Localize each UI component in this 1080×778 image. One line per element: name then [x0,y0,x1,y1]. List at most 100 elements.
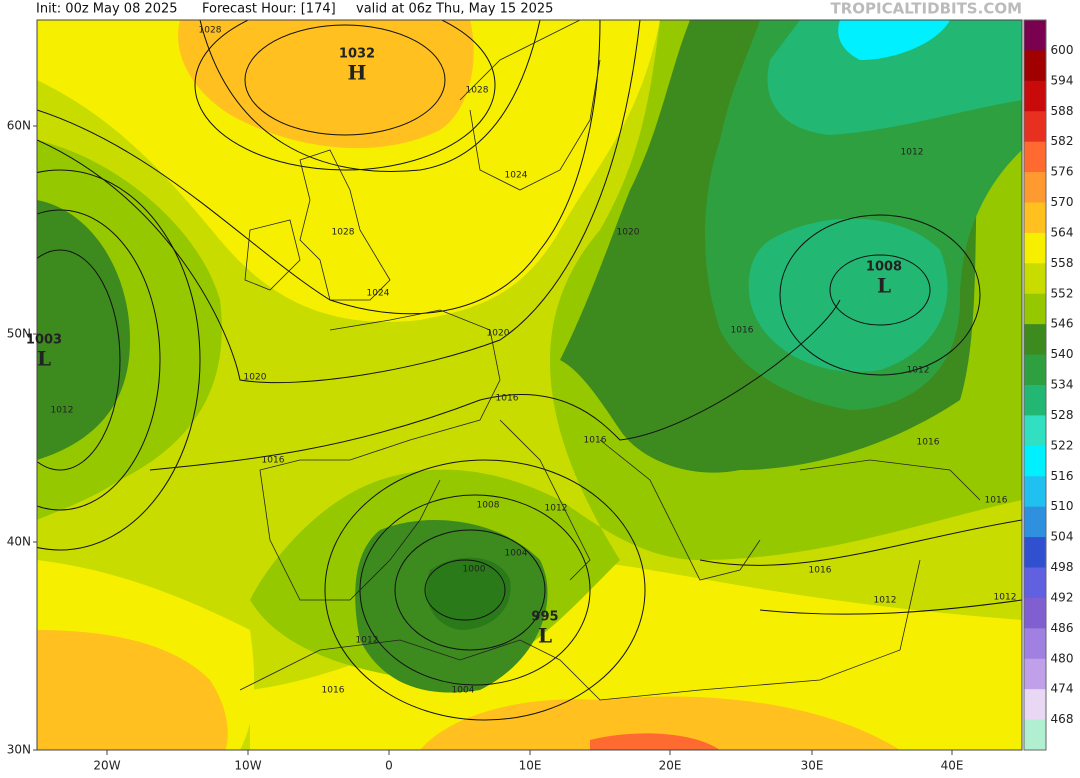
forecast-hour: Forecast Hour: [174] [202,2,336,17]
colorbar-swatch [1024,20,1046,51]
isobar-label: 1016 [262,456,285,466]
colorbar-swatch [1024,567,1046,599]
colorbar-swatch [1024,385,1046,416]
colorbar-label: 564 [1051,225,1074,239]
colorbar-swatch [1024,172,1046,203]
axes: 60N 50N 40N 30N 20W 10W 0 10E 20E 30E 40E [7,119,964,773]
colorbar-label: 588 [1051,104,1074,118]
lon-label: 10W [234,759,261,773]
field-core [426,557,511,630]
colorbar-label: 594 [1051,73,1074,87]
field-orange [420,696,900,750]
isobar-label: 1028 [466,86,489,96]
lat-label: 60N [7,119,31,133]
colorbar-label: 504 [1051,530,1074,544]
colorbar-label: 486 [1051,621,1074,635]
colorbar-label: 510 [1051,499,1074,513]
colorbar-label: 552 [1051,286,1074,300]
colorbar-label: 522 [1051,438,1074,452]
colorbar-swatch [1024,263,1046,295]
isobar-label: 1016 [731,326,754,336]
colorbar-swatch [1024,628,1046,660]
colorbar-swatch [1024,689,1046,721]
isobar-label: 1012 [907,366,930,376]
field-orange [178,20,474,149]
isobar-label: 1016 [917,438,940,448]
lon-label: 20W [93,759,120,773]
field-red [590,733,720,750]
colorbar-swatch [1024,354,1046,386]
isobar-label: 1004 [452,686,475,696]
map [36,19,1023,751]
colorbar-label: 498 [1051,560,1074,574]
lon-label: 10E [519,759,542,773]
isobar-label: 1012 [545,504,568,514]
center-letter: L [877,274,891,298]
isobar-label: 1016 [496,394,519,404]
colorbar-label: 570 [1051,195,1074,209]
colorbar-swatch [1024,50,1046,82]
field-teal [767,20,1022,135]
isobar-label: 1012 [874,596,897,606]
colorbar-label: 576 [1051,165,1074,179]
center-pressure: 1032 [339,47,375,62]
colorbar-label: 582 [1051,134,1074,148]
colorbar-swatch [1024,445,1046,477]
coastlines [239,20,981,701]
colorbar-label: 480 [1051,651,1074,665]
field-yellow [250,560,1022,750]
isobar-label: 1024 [505,171,528,181]
isobar-label: 1016 [322,686,345,696]
isobar-label: 1024 [367,289,390,299]
colorbar-label: 474 [1051,682,1074,696]
colorbar-swatch [1024,141,1046,173]
field-cyan [838,20,950,60]
colorbar-swatch [1024,202,1046,234]
colorbar: 600 594 588 582 576 570 564 558 552 546 540 534 528 5… [1023,19,1074,751]
colorbar-label: 492 [1051,590,1074,604]
isobar-label: 1012 [51,406,74,416]
field-yellow [37,20,660,322]
center-letter: H [348,61,367,85]
isobar-label: 1028 [199,26,222,36]
lon-label: 0 [385,759,393,773]
isobar-label: 1008 [477,501,500,511]
isobar-label: 1012 [901,148,924,158]
isobars [37,20,1022,721]
isobar-label: 1020 [617,228,640,238]
colorbar-swatch [1024,80,1046,112]
colorbar-label: 546 [1051,317,1074,331]
lon-label: 20E [659,759,682,773]
center-letter: L [37,347,51,371]
isobar-label: 1012 [994,593,1017,603]
lat-label: 30N [7,743,31,757]
colorbar-swatch [1024,415,1046,447]
isobar-label: 1016 [584,436,607,446]
isobar-label: 1000 [463,565,486,575]
colorbar-swatch [1024,658,1046,690]
colorbar-label: 558 [1051,256,1074,270]
lon-label: 30E [801,759,824,773]
colorbar-label: 534 [1051,378,1074,392]
center-letter: L [538,624,552,648]
lat-label: 50N [7,327,31,341]
isobar-labels: 1028 1028 1024 1028 1024 1020 1020 1020 1016 1016… [51,26,1017,696]
colorbar-swatch [1024,476,1046,508]
lat-label: 40N [7,535,31,549]
center-pressure: 1003 [26,333,62,348]
isobar-label: 1020 [487,329,510,339]
colorbar-label: 600 [1051,43,1074,57]
colorbar-swatch [1024,537,1046,568]
isobar-label: 1028 [332,228,355,238]
colorbar-label: 528 [1051,408,1074,422]
colorbar-swatch [1024,719,1046,751]
colorbar-swatch [1024,111,1046,143]
isobar-label: 1004 [505,549,528,559]
brand: TROPICALTIDBITS.COM [831,0,1023,18]
colorbar-swatch [1024,506,1046,538]
center-pressure: 995 [531,610,558,625]
isobar-label: 1020 [244,373,267,383]
colorbar-label: 540 [1051,347,1074,361]
